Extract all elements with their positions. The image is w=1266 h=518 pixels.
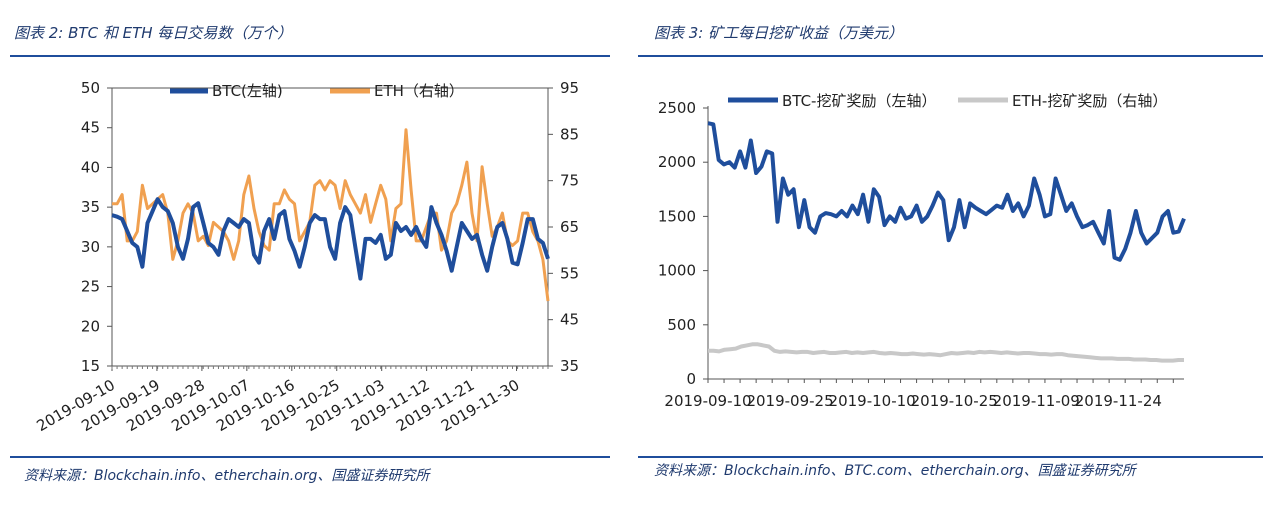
- y-axis-tick-label: 2500: [658, 99, 696, 117]
- left-title-rule: [10, 55, 610, 57]
- right-source-note: 资料来源：Blockchain.info、BTC.com、etherchain.…: [654, 463, 1136, 479]
- left-axis-tick-label: 45: [81, 119, 100, 137]
- btc-eth-transactions-chart: 1520253035404550354555657585952019-09-10…: [33, 79, 579, 435]
- plot-area-frame: [111, 87, 549, 367]
- left-axis-tick-label: 30: [81, 238, 100, 256]
- right-source-rule: [638, 456, 1263, 458]
- btc-series-line: [111, 197, 550, 281]
- right-axis-tick-label: 65: [560, 218, 579, 236]
- right-axis-tick-label: 55: [560, 264, 579, 282]
- legend-eth-label: ETH（右轴）: [374, 82, 464, 100]
- legend-btc-reward-label: BTC-挖矿奖励（左轴）: [782, 92, 936, 110]
- left-axis-tick-label: 50: [81, 79, 100, 97]
- left-axis-tick-label: 35: [81, 198, 100, 216]
- eth-series-line: [112, 128, 550, 302]
- right-chart-title: 图表 3: 矿工每日挖矿收益（万美元）: [654, 24, 904, 42]
- left-axis-tick-label: 25: [81, 278, 100, 296]
- left-panel: 图表 2: BTC 和 ETH 每日交易数（万个） 15 20 25 30 35 40 45…: [0, 0, 612, 518]
- left-source-rule: [10, 456, 610, 458]
- eth-reward-line: [708, 342, 1184, 363]
- right-axis-tick-label: 75: [560, 172, 579, 190]
- y-axis-tick-label: 2000: [658, 153, 696, 171]
- y-axis-tick-label: 0: [686, 370, 696, 388]
- right-panel: 图表 3: 矿工每日挖矿收益（万美元） 0 500 1000 1500 2000 2500…: [628, 0, 1266, 518]
- right-axis-tick-label: 35: [560, 357, 579, 375]
- right-axis-tick-label: 95: [560, 79, 579, 97]
- x-axis-tick-label: 2019-11-24: [1075, 392, 1162, 410]
- legend-eth-reward-label: ETH-挖矿奖励（右轴）: [1012, 92, 1167, 110]
- x-axis-tick-label: 2019-11-09: [993, 392, 1080, 410]
- left-chart-title: 图表 2: BTC 和 ETH 每日交易数（万个）: [14, 24, 293, 42]
- left-axis-tick-label: 40: [81, 158, 100, 176]
- x-axis-tick-label: 2019-09-10: [664, 392, 751, 410]
- x-axis-tick-label: 2019-10-10: [829, 392, 916, 410]
- y-axis-tick-label: 500: [667, 316, 696, 334]
- legend-btc-label: BTC(左轴): [212, 82, 283, 100]
- left-source-note: 资料来源：Blockchain.info、etherchain.org、国盛证券…: [24, 468, 430, 484]
- right-title-rule: [638, 55, 1263, 57]
- y-axis-tick-label: 1000: [658, 262, 696, 280]
- y-axis-tick-label: 1500: [658, 207, 696, 225]
- mining-revenue-chart: 0 500 1000 1500 2000 2500 2019-09-102019-09-25…: [658, 92, 1186, 410]
- x-axis-tick-label: 2019-10-25: [911, 392, 998, 410]
- right-axis-tick-label: 85: [560, 125, 579, 143]
- right-axis-tick-label: 45: [560, 311, 579, 329]
- left-axis-tick-label: 20: [81, 317, 100, 335]
- left-axis-tick-label: 15: [81, 357, 100, 375]
- btc-reward-line: [707, 121, 1186, 262]
- x-axis-tick-label: 2019-09-25: [746, 392, 833, 410]
